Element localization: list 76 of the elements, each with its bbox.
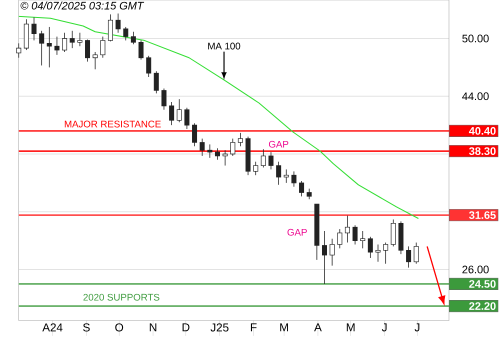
annotation: GAP: [268, 140, 288, 148]
candlestick: [70, 30, 75, 49]
candlestick: [406, 246, 412, 268]
candlestick: [276, 161, 282, 186]
x-tick-label: M: [280, 323, 288, 332]
y-tick-label: 26.00: [462, 266, 489, 274]
candlestick: [299, 180, 304, 197]
candlestick: [39, 30, 44, 66]
candlestick: [138, 40, 144, 60]
candlestick: [344, 215, 350, 243]
candlestick: [161, 88, 166, 110]
annotation: 2020 SUPPORTS: [83, 294, 160, 301]
candlestick: [77, 32, 82, 47]
candlestick: [260, 148, 266, 168]
candlestick: [130, 31, 136, 45]
candlestick: [360, 230, 366, 249]
line-series: [18, 16, 419, 220]
candlestick: [32, 16, 37, 41]
candlestick: [414, 242, 419, 264]
ref-line-label: 40.40: [468, 127, 496, 135]
x-tick-label: M: [346, 323, 355, 332]
candlestick: [238, 132, 243, 147]
x-tick-label: S: [83, 323, 90, 332]
candlestick: [291, 170, 296, 188]
x-tick-label: J: [414, 323, 420, 332]
y-tick-label: 44.00: [462, 92, 489, 100]
candlestick: [200, 138, 205, 156]
candlestick: [268, 152, 274, 170]
candlestick: [154, 70, 159, 94]
x-tick-label: J25: [210, 323, 228, 332]
x-tick-label: O: [115, 323, 124, 332]
x-tick-label: A24: [42, 323, 63, 332]
candlestick: [16, 42, 22, 58]
candlestick: [146, 55, 152, 78]
candlestick: [85, 39, 90, 62]
candlestick: [284, 169, 289, 184]
x-tick-label: A: [314, 323, 322, 332]
candlestick: [123, 26, 128, 41]
annotation: MAJOR RESISTANCE: [64, 120, 161, 128]
ref-line-label: 22.20: [469, 302, 496, 310]
candlestick: [337, 228, 342, 249]
candlestick: [108, 14, 113, 42]
x-tick-label: N: [150, 323, 156, 332]
candlestick: [322, 230, 327, 284]
candlestick: [368, 236, 373, 258]
x-tick-label: J: [382, 323, 387, 332]
x-tick-label: F: [250, 323, 257, 332]
ref-line-label: 31.65: [469, 211, 496, 220]
candlestick: [383, 242, 388, 264]
candlestick: [352, 224, 358, 245]
candlestick: [92, 52, 98, 70]
candlestick: [100, 36, 106, 58]
ref-line-label: 38.30: [469, 147, 496, 156]
candlestick: [390, 219, 396, 247]
candlestick: [169, 102, 174, 126]
candlestick: [330, 238, 335, 266]
candlestick: [207, 144, 212, 158]
annotation: GAP: [288, 228, 307, 236]
candlestick: [62, 32, 68, 52]
candlestick: [184, 107, 190, 130]
y-tick-label: 50.00: [462, 34, 489, 42]
candlestick: [222, 150, 228, 166]
candlestick: [192, 122, 198, 147]
candlestick: [376, 244, 381, 262]
candlestick: [116, 13, 121, 34]
candlestick: [230, 138, 236, 156]
candlestick: [46, 26, 52, 68]
candlestick: [214, 148, 220, 160]
candlestick: [306, 188, 312, 200]
annotation: MA 100: [208, 42, 240, 50]
candlestick: [176, 98, 182, 123]
chart-title: © 04/07/2025 03:15 GMT: [20, 2, 144, 10]
x-tick-label: D: [182, 323, 190, 332]
candlestick: [54, 36, 60, 56]
ref-line-label: 24.50: [469, 280, 496, 288]
candlestick: [253, 161, 258, 176]
